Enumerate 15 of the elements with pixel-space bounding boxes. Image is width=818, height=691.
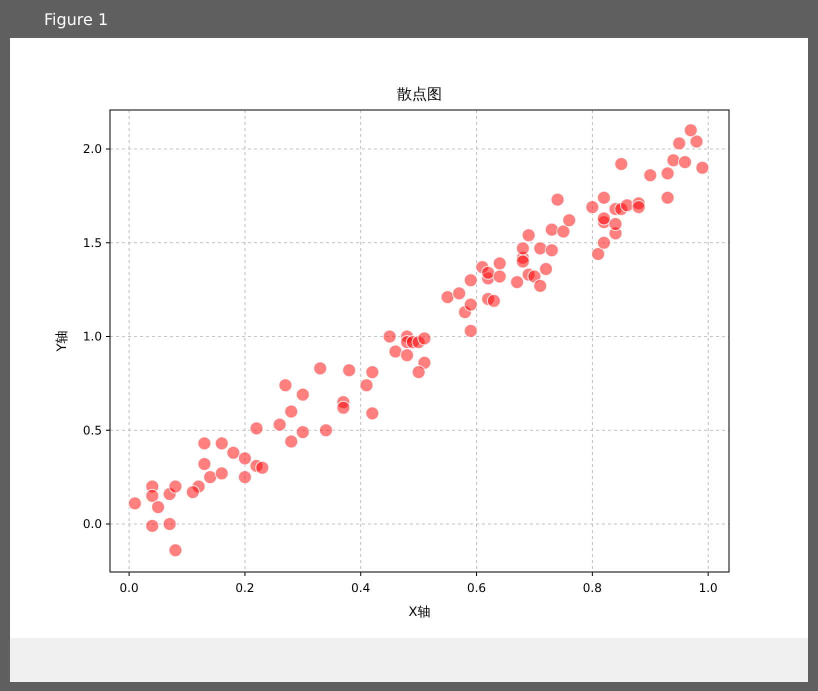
x-tick-label: 0.2 — [235, 581, 254, 595]
y-tick-label: 0.0 — [82, 517, 102, 531]
y-axis-title: Y轴 — [55, 330, 70, 352]
caption: Figure 1 — [44, 10, 108, 29]
x-tick-label: 0.0 — [120, 581, 139, 595]
x-tick-label: 0.8 — [582, 581, 602, 595]
y-tick-label: 2.0 — [82, 142, 102, 156]
x-tick-label: 1.0 — [698, 581, 718, 595]
y-tick-label: 1.0 — [82, 330, 102, 344]
y-tick-label: 1.5 — [82, 236, 102, 250]
y-tick-label: 0.5 — [82, 423, 102, 438]
x-axis-title: X轴 — [408, 605, 430, 620]
chart-title: 散点图 — [397, 85, 442, 103]
x-tick-label: 0.6 — [466, 581, 486, 595]
x-tick-label: 0.4 — [351, 581, 370, 595]
